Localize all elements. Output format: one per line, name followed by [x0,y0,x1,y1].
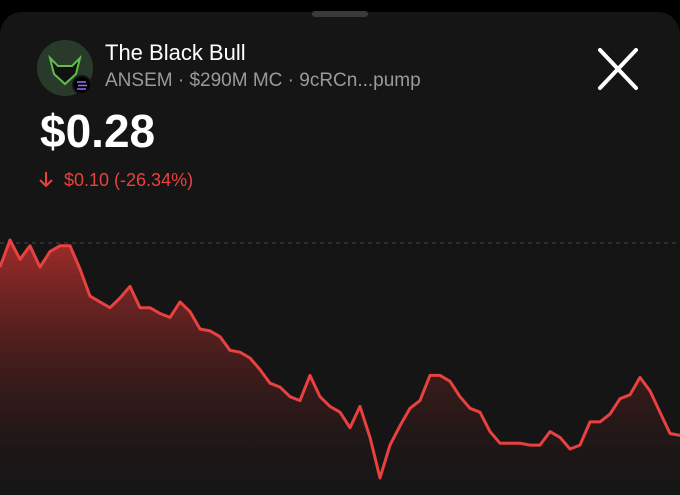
price: $0.28 [40,105,156,157]
drag-handle[interactable] [312,11,368,17]
bull-icon [48,54,82,86]
token-name: The Black Bull [105,40,246,65]
token-info: ANSEM · $290M MC · 9cRCn...pump [105,70,421,91]
down-arrow [39,172,53,188]
chain-icon [77,81,87,90]
close-button[interactable] [598,48,638,90]
price-area [0,240,680,495]
price-line [0,238,680,480]
price-change: $0.10 (-26.34%) [64,170,194,190]
